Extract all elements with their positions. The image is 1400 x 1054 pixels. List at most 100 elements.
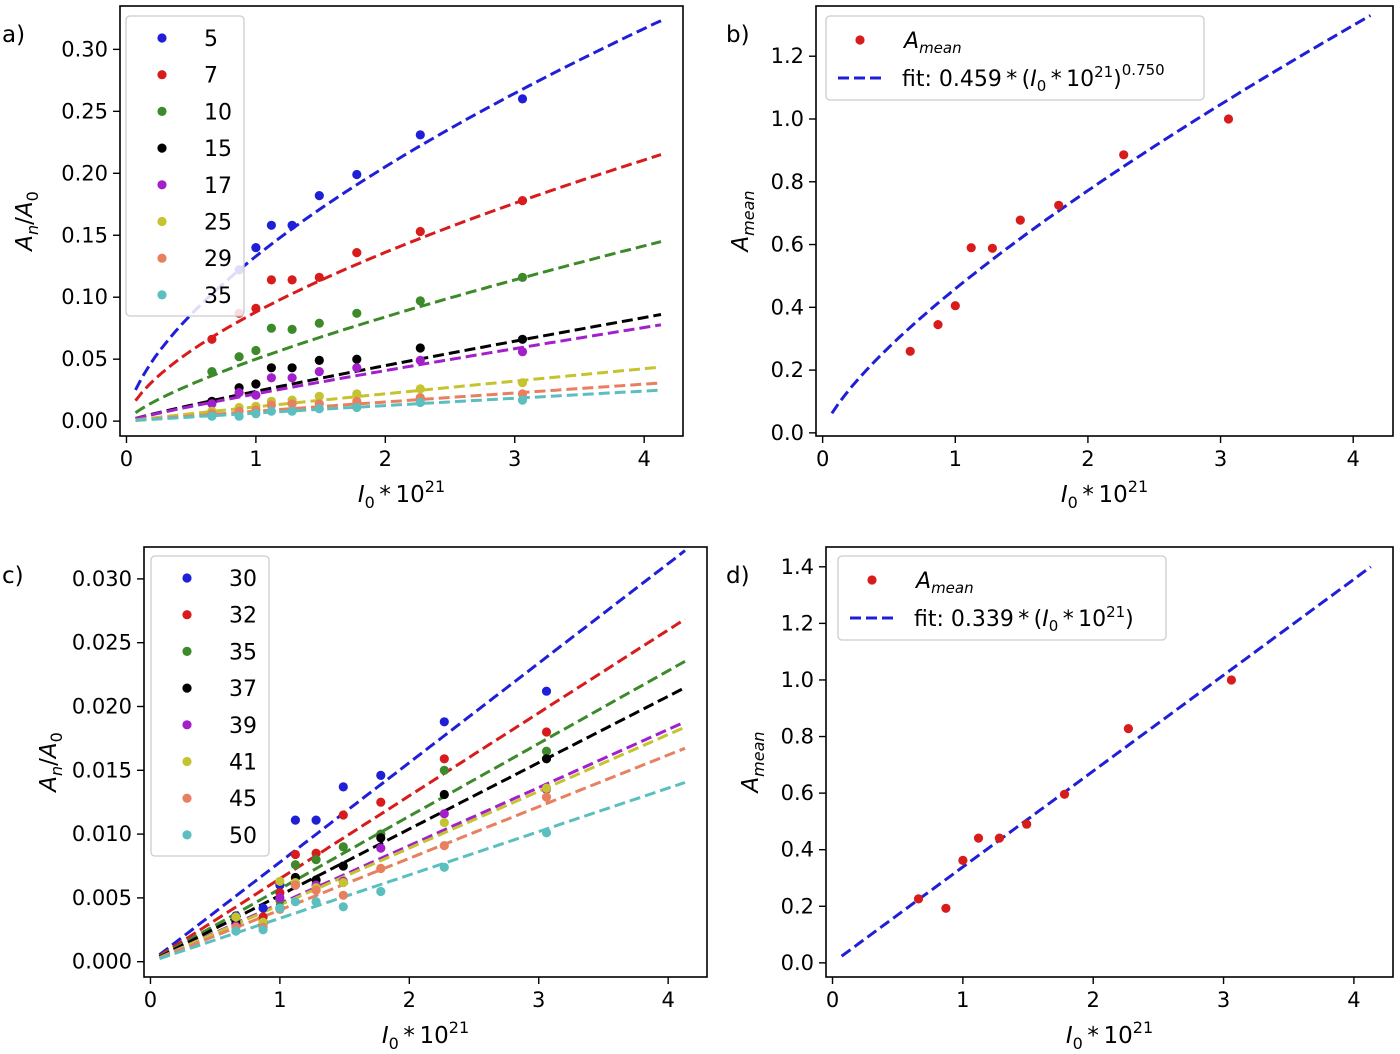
data-point-39 — [376, 843, 386, 853]
data-point-35 — [287, 406, 297, 416]
data-point-15 — [314, 355, 324, 365]
data-point-15 — [415, 343, 425, 353]
fit-line-25 — [135, 365, 662, 422]
x-tick-label: 0 — [120, 447, 133, 471]
legend-marker — [157, 106, 167, 116]
legend-label: 41 — [229, 751, 257, 776]
data-point-32 — [338, 810, 348, 820]
x-tick-label: 1 — [956, 988, 969, 1012]
legend-label: 35 — [204, 284, 232, 309]
legend-marker — [182, 756, 192, 767]
fit-line-15 — [135, 313, 662, 420]
x-axis-title: I0 * 1021 — [1061, 477, 1148, 512]
data-point-Amean — [1123, 724, 1133, 734]
data-point-5 — [352, 169, 362, 180]
legend-marker — [157, 33, 167, 43]
legend-label: 30 — [229, 567, 257, 592]
data-point-10 — [251, 345, 261, 356]
panel-letter: a) — [2, 22, 25, 48]
data-point-15 — [266, 363, 276, 373]
panel-c: c) 0 1 2 3 4 0.000 0.005 0.010 0.015 0.020 0.025 0.0… — [2, 546, 708, 1053]
data-point-35 — [251, 409, 261, 419]
y-tick-label: 0.0 — [781, 951, 814, 975]
data-point-Amean — [1022, 819, 1032, 829]
data-point-35 — [314, 404, 324, 414]
data-point-37 — [338, 861, 348, 871]
data-point-17 — [251, 390, 261, 400]
y-tick-label: 0.005 — [72, 886, 132, 910]
data-point-32 — [541, 727, 552, 737]
y-tick-label: 0.2 — [781, 894, 814, 918]
y-axis-title-group: An/A0 — [36, 732, 66, 794]
data-point-7 — [352, 248, 362, 258]
data-point-Amean — [1223, 114, 1234, 124]
data-point-25 — [314, 391, 324, 401]
data-point-Amean — [1054, 200, 1064, 210]
fit-line-35 — [158, 659, 686, 958]
legend-marker — [182, 573, 192, 583]
legend: 30 32 35 37 39 41 45 50 — [150, 555, 270, 857]
data-point-50 — [258, 925, 268, 935]
legend-marker — [182, 830, 192, 840]
y-tick-label: 0.015 — [72, 758, 132, 782]
data-point-35 — [266, 406, 276, 416]
legend-label: 35 — [229, 640, 257, 665]
data-point-5 — [266, 220, 276, 230]
data-point-41 — [231, 912, 241, 922]
y-tick-label: 1.0 — [771, 107, 804, 131]
data-point-35 — [234, 411, 244, 421]
data-point-5 — [287, 220, 297, 230]
data-point-45 — [376, 863, 386, 874]
x-tick-label: 3 — [532, 988, 545, 1012]
data-point-37 — [376, 833, 386, 843]
data-point-29 — [287, 399, 297, 409]
data-point-50 — [541, 828, 552, 838]
data-point-10 — [287, 324, 297, 334]
legend-marker — [157, 70, 167, 80]
legend-marker — [182, 793, 192, 803]
legend-label: 39 — [229, 714, 257, 739]
legend-label: 37 — [229, 677, 257, 702]
data-point-10 — [207, 367, 217, 377]
x-tick-label: 3 — [1214, 447, 1227, 471]
fit-line-7 — [134, 153, 662, 402]
y-axis-title: Amean — [728, 190, 758, 253]
data-point-30 — [439, 717, 449, 727]
data-point-30 — [311, 815, 321, 825]
y-tick-label: 0.6 — [781, 781, 814, 805]
data-point-35 — [352, 402, 362, 413]
data-point-10 — [352, 308, 362, 318]
fit-line — [830, 14, 1372, 415]
data-point-35 — [541, 746, 552, 756]
data-point-Amean — [913, 894, 924, 904]
data-point-7 — [517, 196, 528, 206]
data-point-10 — [234, 352, 244, 362]
y-tick-label: 1.4 — [781, 555, 814, 579]
fit-line-45 — [158, 746, 686, 960]
panel-letter: d) — [726, 563, 750, 589]
data-point-17 — [287, 373, 297, 383]
data-point-32 — [376, 797, 386, 807]
data-point-30 — [338, 782, 348, 792]
data-point-5 — [251, 243, 261, 253]
data-point-41 — [439, 818, 449, 828]
panel-d: d) 0 1 2 3 4 0.0 0.2 0.4 0.6 0.8 1.0 1.2 1.4 I0 * 1021… — [726, 546, 1394, 1053]
y-tick-label: 0.000 — [72, 950, 132, 974]
data-point-10 — [517, 272, 528, 282]
legend-frame — [150, 555, 270, 857]
panel-a: a) 0 1 2 3 4 0.00 0.05 0.10 0.15 0.20 0.25 0.30 I0 * … — [2, 5, 684, 512]
legend-marker — [157, 180, 167, 190]
legend-marker — [157, 290, 167, 300]
legend-label: 32 — [229, 604, 257, 629]
y-tick-label: 0.6 — [771, 233, 804, 257]
data-point-35 — [415, 397, 425, 408]
y-tick-label: 0.0 — [771, 421, 804, 445]
data-point-50 — [439, 862, 449, 872]
data-point-41 — [541, 783, 552, 793]
data-point-50 — [275, 903, 285, 913]
panel-b: b) 0 1 2 3 4 0.0 0.2 0.4 0.6 0.8 1.0 1.2 I0 * 1021 Ame… — [726, 5, 1394, 512]
data-point-35 — [207, 411, 217, 421]
x-tick-label: 3 — [508, 447, 521, 471]
y-tick-label: 0.020 — [72, 694, 132, 718]
